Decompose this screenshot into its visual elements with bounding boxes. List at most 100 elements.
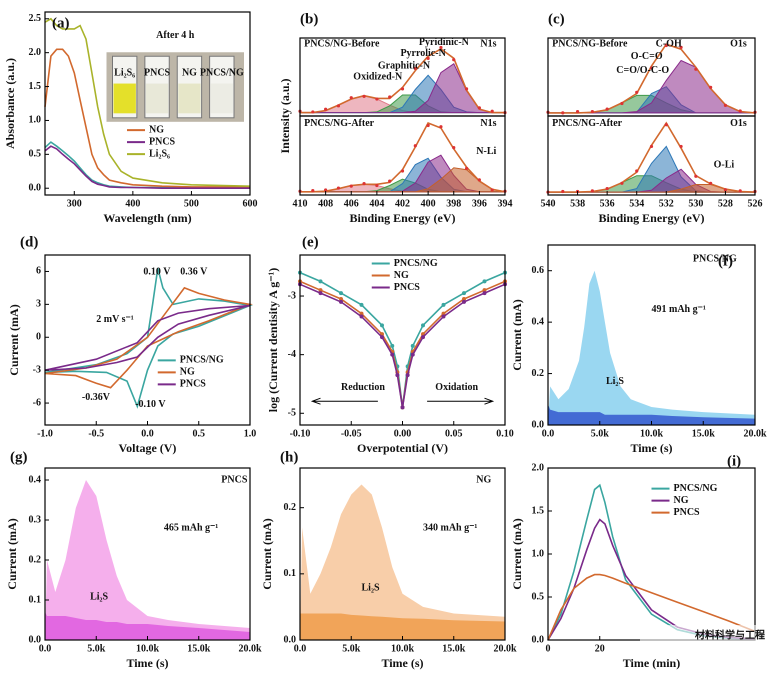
area (548, 270, 755, 425)
x-tick-label: 0.0 (141, 428, 154, 439)
x-axis-label: Binding Energy (eV) (349, 211, 455, 225)
data-point (362, 94, 366, 98)
area (45, 480, 250, 640)
data-point (388, 95, 392, 99)
x-tick-label: 402 (395, 198, 410, 209)
annotation: 0.10 V (143, 266, 171, 277)
annotation: NG (476, 474, 491, 485)
annotation: PNCS/NG-After (304, 118, 375, 129)
y-tick-label: 1.0 (532, 548, 545, 559)
legend-label: PNCS/NG (180, 355, 224, 366)
data-point (490, 188, 494, 192)
line (548, 43, 756, 114)
legend-label: PNCS (674, 507, 701, 518)
data-point (362, 182, 366, 186)
data-point (336, 186, 341, 190)
y-tick-label: 1.5 (532, 505, 545, 516)
y-tick-label: -5 (288, 408, 296, 419)
x-tick-label: 0.10 (496, 428, 514, 439)
x-tick-label: 0.00 (394, 428, 412, 439)
panel-label: (b) (300, 11, 318, 27)
annotation: Graphitic-N (378, 60, 431, 71)
marker (441, 314, 446, 319)
annotation: -0.10 V (135, 399, 166, 410)
x-tick-label: 0.5 (193, 428, 206, 439)
x-tick-label: 534 (629, 198, 644, 209)
x-tick-label: 408 (318, 198, 333, 209)
data-point (426, 123, 430, 128)
legend-label: PNCS (180, 379, 207, 390)
y-tick-label: 1.5 (29, 81, 42, 92)
marker (441, 302, 446, 307)
data-point (664, 43, 668, 48)
y-tick-label: 0.2 (284, 502, 297, 513)
marker (318, 288, 323, 293)
line (44, 304, 251, 371)
annotation: N-Li (476, 146, 496, 157)
vial-label: Li₂S₆ (114, 67, 135, 78)
x-tick-label: 536 (600, 198, 615, 209)
annotation: PNCS/NG-Before (552, 39, 628, 50)
line (44, 145, 250, 189)
data-point (375, 183, 379, 188)
x-axis-label: Time (s) (381, 656, 423, 670)
annotation: Oxidation (435, 382, 478, 393)
x-axis-label: Time (min) (623, 656, 680, 670)
x-tick-label: 600 (243, 198, 258, 209)
legend-label: NG (394, 270, 409, 281)
annotation: 2 mV s⁻¹ (96, 314, 134, 325)
y-tick-label: 0.6 (532, 265, 545, 276)
data-point (694, 174, 698, 178)
annotation: 0.36 V (180, 266, 208, 277)
x-tick-label: 500 (184, 198, 199, 209)
marker (318, 279, 323, 284)
y-tick-label: -3 (33, 364, 41, 375)
x-axis-label: Time (s) (630, 441, 672, 455)
vial-label: NG (182, 67, 197, 78)
x-tick-label: -0.10 (290, 428, 311, 439)
annotation: C=O/O-C-O (616, 65, 669, 76)
vial-liquid (145, 83, 169, 114)
marker (380, 335, 384, 340)
x-tick-label: 538 (570, 198, 585, 209)
annotation: O1s (730, 39, 747, 50)
line (44, 48, 250, 188)
x-tick-label: 398 (446, 198, 461, 209)
marker (405, 373, 410, 378)
panel-label: (f) (718, 253, 733, 269)
x-tick-label: 10.0k (391, 643, 415, 654)
x-axis-label: Wavelength (nm) (103, 211, 191, 225)
annotation: 340 mAh g⁻¹ (423, 522, 477, 533)
marker (339, 299, 343, 304)
x-tick-label: 530 (688, 198, 703, 209)
marker (390, 343, 395, 348)
x-tick-label: -0.5 (88, 428, 104, 439)
x-tick-label: 20.0k (493, 643, 517, 654)
x-tick-label: 5.0k (342, 643, 361, 654)
y-tick-label: 0.0 (29, 634, 42, 645)
annotation: PNCS/NG (693, 254, 737, 265)
y-tick-label: 0.0 (532, 419, 545, 430)
x-axis-label: Binding Energy (eV) (598, 211, 704, 225)
legend-label: NG (674, 495, 689, 506)
data-point (561, 111, 565, 115)
legend-label: PNCS/NG (674, 483, 718, 494)
y-tick-label: 0.0 (284, 634, 297, 645)
data-point (464, 87, 469, 91)
annotation: O1s (730, 118, 747, 129)
x-tick-label: 15.0k (442, 643, 466, 654)
data-point (311, 110, 315, 114)
annotation: -0.36V (82, 392, 111, 403)
line (547, 483, 756, 641)
panel-label: (a) (52, 15, 70, 31)
data-point (400, 87, 405, 91)
y-tick-label: 2.0 (532, 462, 545, 473)
annotation: Li₂S (362, 583, 380, 594)
x-tick-label: -0.05 (341, 428, 362, 439)
marker (421, 335, 425, 340)
annotation: N1s (480, 118, 496, 129)
x-tick-label: -1.0 (37, 428, 53, 439)
annotation: Pyridinic-N (419, 37, 470, 48)
data-point (723, 188, 728, 192)
